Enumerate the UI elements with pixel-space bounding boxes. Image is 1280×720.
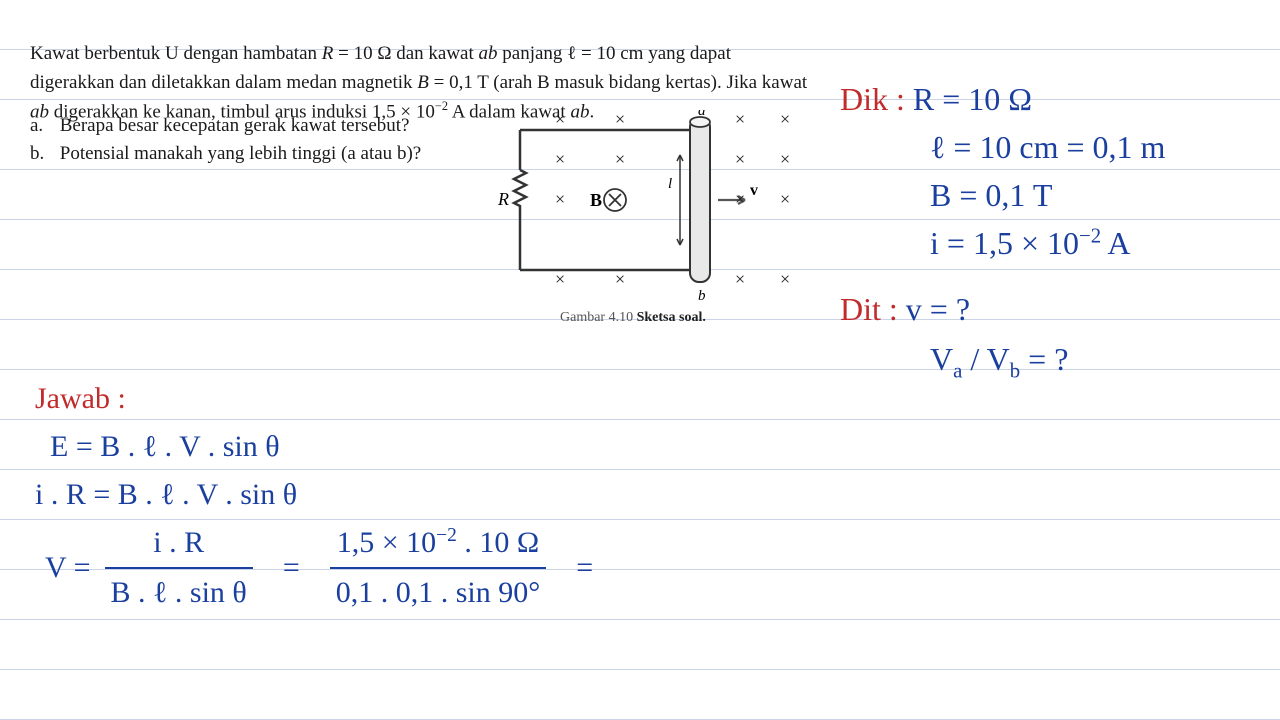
numerator: 1,5 × 10−2 . 10 Ω [330,519,547,569]
q-label: b. [30,143,55,165]
eq-emf: E = B . ℓ . V . sin θ [35,423,815,471]
text: = ? [1020,341,1068,377]
svg-text:×: × [555,269,565,289]
dik-B: B = 0,1 T [840,171,1260,219]
asked-block: Dit : v = ? Va / Vb = ? [840,285,1260,387]
var-B: B [417,72,429,93]
label-a: a [698,110,706,119]
svg-text:×: × [555,149,565,169]
label-B: B [590,190,602,210]
question-a: a. Berapa besar kecepatan gerak kawat te… [30,115,421,137]
sub: a [953,359,962,382]
dik-R: R = 10 Ω [913,81,1032,117]
var-ab: ab [479,43,498,64]
text: = 0,1 T (arah B masuk bidang kertas). Ji… [429,72,807,93]
answer-block: Jawab : E = B . ℓ . V . sin θ i . R = B … [35,375,815,617]
fraction-1: i . R B . ℓ . sin θ [105,519,253,617]
svg-text:×: × [555,110,565,129]
svg-text:×: × [780,110,790,129]
label-l: l [668,176,672,192]
denominator: 0,1 . 0,1 . sin 90° [330,569,547,617]
question-list: a. Berapa besar kecepatan gerak kawat te… [30,115,421,171]
label-R: R [497,189,509,209]
text: / V [962,341,1009,377]
svg-text:×: × [615,269,625,289]
svg-text:×: × [735,110,745,129]
caption-pre: Gambar 4.10 [560,310,637,325]
circuit-diagram: × × × × × × × × × × × × × × × R B a b l v [490,110,800,340]
svg-text:×: × [780,269,790,289]
eq-v-solve: V = i . R B . ℓ . sin θ = 1,5 × 10−2 . 1… [35,519,815,617]
svg-text:×: × [555,189,565,209]
q-text: )? [406,143,421,164]
diagram-caption: Gambar 4.10 Sketsa soal. [560,310,706,326]
svg-text:×: × [615,149,625,169]
dit-label: Dit : [840,291,898,327]
label-v: v [750,182,758,199]
label-b: b [698,288,706,304]
text: i = 1,5 × 10 [930,225,1079,261]
dit-vab: Va / Vb = ? [840,335,1260,388]
svg-text:×: × [780,149,790,169]
text: . 10 Ω [457,526,539,559]
numerator: i . R [105,519,253,569]
denominator: B . ℓ . sin θ [105,569,253,617]
text: V = [35,544,91,592]
caption-bold: Sketsa soal. [637,310,706,325]
svg-text:×: × [735,149,745,169]
svg-text:×: × [735,189,745,209]
dik-l: ℓ = 10 cm = 0,1 m [840,123,1260,171]
dik-label: Dik : [840,81,905,117]
fraction-2: 1,5 × 10−2 . 10 Ω 0,1 . 0,1 . sin 90° [330,519,547,617]
var-a: a [347,143,355,164]
eq-iR: i . R = B . ℓ . V . sin θ [35,471,815,519]
equals: = [267,544,316,592]
given-block: Dik : R = 10 Ω ℓ = 10 cm = 0,1 m B = 0,1… [840,75,1260,267]
q-text: Berapa besar kecepatan gerak kawat terse… [60,115,410,136]
q-text: atau [356,143,397,164]
exp: −2 [436,525,457,546]
text: = 10 Ω dan kawat [333,43,478,64]
sub: b [1010,359,1020,382]
dik-i: i = 1,5 × 10−2 A [840,219,1260,267]
question-b: b. Potensial manakah yang lebih tinggi (… [30,143,421,165]
equals: = [560,544,609,592]
exponent: −2 [435,99,448,113]
text: Kawat berbentuk U dengan hambatan [30,43,322,64]
svg-text:×: × [615,110,625,129]
text: 1,5 × 10 [337,526,436,559]
exp: −2 [1079,224,1101,247]
dit-line: Dit : v = ? [840,285,1260,335]
text: A [1101,225,1130,261]
q-label: a. [30,115,55,137]
var-b: b [397,143,407,164]
dik-line: Dik : R = 10 Ω [840,75,1260,123]
text: V [930,341,953,377]
svg-text:×: × [780,189,790,209]
q-text: Potensial manakah yang lebih tinggi ( [60,143,348,164]
jawab-label: Jawab : [35,375,815,423]
var-R: R [322,43,334,64]
svg-text:×: × [735,269,745,289]
dit-v: v = ? [906,291,970,327]
